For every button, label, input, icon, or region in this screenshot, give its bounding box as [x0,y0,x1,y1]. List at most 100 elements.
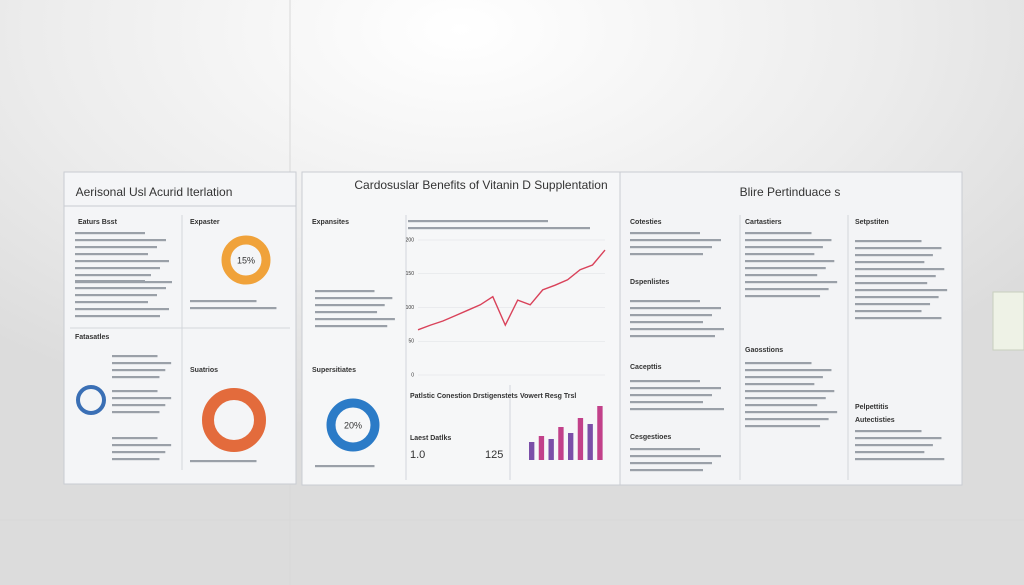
text-line [630,455,721,458]
text-line [745,369,832,372]
bar [538,436,545,460]
heading: Cesgestioes [630,434,671,441]
text-line [855,282,928,285]
text-line [630,246,712,249]
text-line [315,318,395,321]
bar [597,406,603,460]
text-line [855,317,942,320]
y-tick-label: 0 [411,372,414,378]
text-line [745,253,815,256]
heading: Laest Datlks [410,435,451,442]
text-line [112,376,160,379]
text-line [745,362,812,365]
text-line [855,289,948,292]
text-line [630,239,721,242]
text-line [855,268,945,271]
text-line [112,404,166,407]
text-line [630,469,703,472]
text-line [855,451,925,454]
text-line [112,458,160,461]
heading: Pelpettitis [855,404,889,411]
text-line [630,448,700,451]
text-line [75,294,157,297]
poster-title: Aerisonal Usl Acurid Iterlation [76,185,233,199]
text-line [855,437,942,440]
text-line [112,397,172,400]
text-line [745,274,818,277]
text-line [315,325,388,328]
text-line [630,314,712,317]
text-line [630,328,724,331]
text-line [745,418,829,421]
bar [529,442,535,460]
y-tick-label: 100 [406,305,415,311]
heading: Setpstiten [855,219,889,226]
bar [568,433,574,460]
donut-ring [326,398,380,452]
text-line [630,232,700,235]
text-line [745,390,835,393]
text-line [855,303,931,306]
text-line [855,458,945,461]
text-line [745,383,815,386]
text-line [112,362,172,365]
text-line [408,227,590,230]
text-line [745,246,823,249]
text-line [630,408,724,411]
poster [301,171,621,486]
heading: Patlstic Conestion Drstigenstets [410,393,518,400]
heading: Expansites [312,219,349,226]
heading: Fatasatles [75,334,109,341]
text-line [75,280,145,283]
text-line [630,321,703,324]
text-line [745,267,826,270]
bar [558,427,564,460]
text-line [75,239,166,242]
text-line [745,425,821,428]
text-line [630,253,703,256]
poster-title: Blire Pertinduace s [740,185,841,199]
text-line [630,394,712,397]
text-line [855,310,922,313]
text-line [630,387,721,390]
text-line [855,261,925,264]
text-line [745,295,821,298]
heading: Gaosstions [745,347,783,354]
text-line [630,300,700,303]
text-line [855,444,933,447]
text-line [112,444,172,447]
bar [587,424,593,460]
stat: 125 [485,449,503,461]
text-line [630,335,715,338]
text-line [112,369,166,372]
donut-label: 15% [237,255,255,265]
line-series [417,249,606,331]
bar [577,418,584,460]
text-line [315,311,378,314]
text-line [75,246,157,249]
text-line [112,451,166,454]
text-line [630,307,721,310]
bar [548,439,554,460]
y-tick-label: 200 [406,237,415,243]
text-line [315,290,375,293]
text-line [630,401,703,404]
text-line [408,220,548,223]
text-line [855,240,922,243]
donut-ring [221,235,271,285]
heading: Vowert Resg Trsl [520,393,576,400]
heading: Expaster [190,219,220,226]
text-line [112,390,158,393]
text-line [745,281,838,284]
stat: 1.0 [410,449,425,461]
heading: Cotesties [630,219,662,226]
text-line [75,274,151,277]
text-line [630,462,712,465]
text-line [745,260,835,263]
text-line [745,288,829,291]
text-line [112,437,158,440]
heading: Suatrios [190,367,218,374]
sticker [992,291,1024,351]
